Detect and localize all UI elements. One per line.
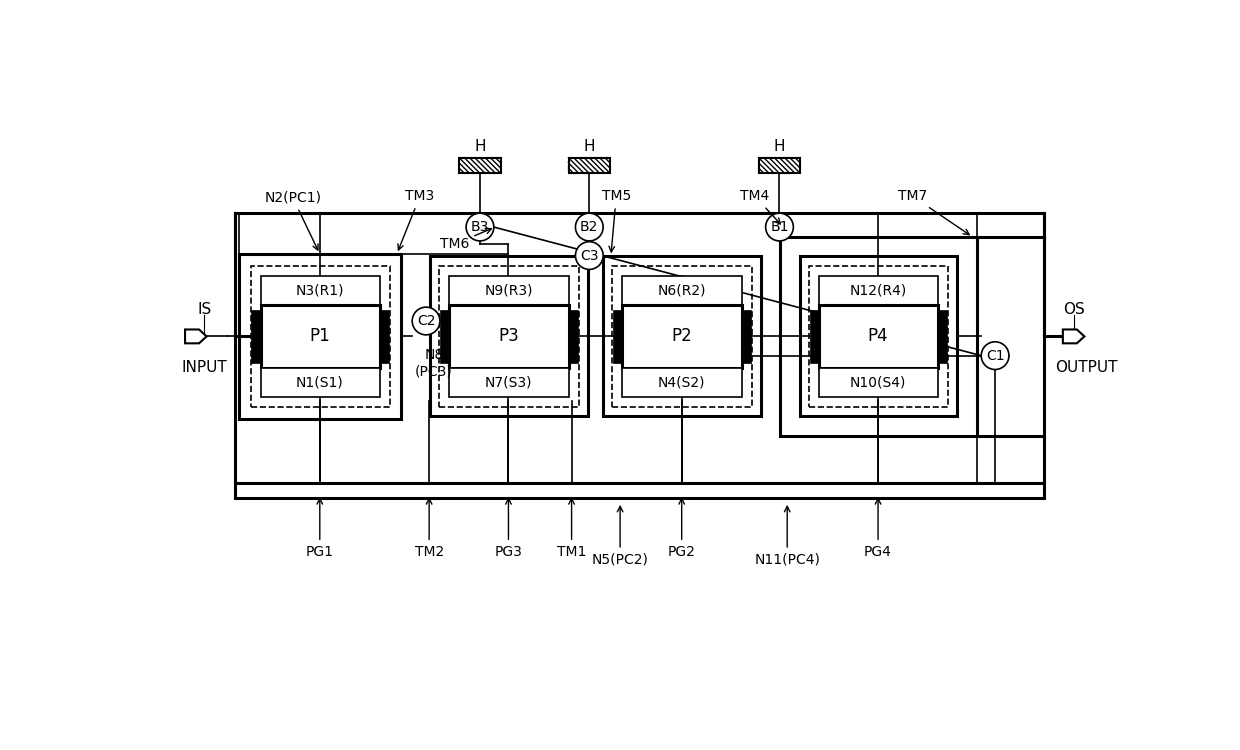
Bar bbox=[430, 256, 588, 416]
Bar bbox=[439, 266, 579, 407]
Text: C2: C2 bbox=[417, 314, 435, 328]
Circle shape bbox=[765, 213, 794, 241]
Bar bbox=[568, 158, 610, 173]
Text: B2: B2 bbox=[580, 220, 599, 234]
Bar bbox=[449, 368, 568, 398]
Text: P2: P2 bbox=[671, 328, 692, 346]
Text: TM5: TM5 bbox=[601, 189, 631, 252]
Circle shape bbox=[981, 342, 1009, 370]
Bar bbox=[379, 310, 389, 362]
Text: P1: P1 bbox=[310, 328, 330, 346]
Circle shape bbox=[466, 213, 494, 241]
Text: P4: P4 bbox=[868, 328, 888, 346]
Bar bbox=[250, 266, 389, 407]
Bar bbox=[449, 275, 568, 304]
Bar bbox=[818, 275, 939, 304]
Bar bbox=[818, 368, 939, 398]
Polygon shape bbox=[1063, 329, 1085, 344]
Text: INPUT: INPUT bbox=[181, 360, 227, 375]
Bar bbox=[440, 310, 449, 362]
Text: OUTPUT: OUTPUT bbox=[1055, 360, 1117, 375]
Text: TM1: TM1 bbox=[557, 499, 587, 559]
Text: P3: P3 bbox=[498, 328, 518, 346]
Bar bbox=[622, 275, 742, 304]
Text: TM7: TM7 bbox=[898, 189, 970, 235]
Bar bbox=[239, 254, 402, 419]
Text: PG2: PG2 bbox=[668, 499, 696, 559]
Text: N2(PC1): N2(PC1) bbox=[264, 190, 321, 250]
Bar bbox=[810, 310, 818, 362]
Text: N4(S2): N4(S2) bbox=[658, 376, 706, 389]
Text: TM3: TM3 bbox=[398, 189, 434, 250]
Text: B3: B3 bbox=[471, 220, 489, 234]
Text: N5(PC2): N5(PC2) bbox=[591, 506, 649, 567]
Text: N8
(PC3): N8 (PC3) bbox=[415, 348, 453, 379]
Text: C1: C1 bbox=[986, 349, 1004, 363]
Circle shape bbox=[575, 242, 603, 269]
Bar bbox=[800, 256, 957, 416]
Bar bbox=[260, 275, 379, 304]
Bar bbox=[759, 158, 800, 173]
Bar bbox=[780, 237, 977, 436]
Bar bbox=[939, 310, 947, 362]
Text: PG3: PG3 bbox=[495, 499, 522, 559]
Text: H: H bbox=[474, 139, 486, 154]
Text: N3(R1): N3(R1) bbox=[295, 284, 343, 297]
Circle shape bbox=[412, 308, 440, 334]
Polygon shape bbox=[185, 329, 207, 344]
Text: N6(R2): N6(R2) bbox=[657, 284, 706, 297]
Text: N7(S3): N7(S3) bbox=[485, 376, 532, 389]
Bar bbox=[622, 368, 742, 398]
Bar bbox=[252, 310, 260, 362]
Bar bbox=[236, 213, 1044, 498]
Text: IS: IS bbox=[197, 302, 212, 317]
Text: N9(R3): N9(R3) bbox=[484, 284, 533, 297]
Text: H: H bbox=[774, 139, 785, 154]
Text: TM2: TM2 bbox=[414, 499, 444, 559]
Bar bbox=[449, 304, 568, 368]
Bar bbox=[568, 310, 578, 362]
Text: PG4: PG4 bbox=[864, 499, 892, 559]
Text: B1: B1 bbox=[770, 220, 789, 234]
Text: N1(S1): N1(S1) bbox=[296, 376, 343, 389]
Text: TM6: TM6 bbox=[440, 228, 491, 251]
Bar bbox=[603, 256, 761, 416]
Bar bbox=[613, 266, 751, 407]
Bar bbox=[742, 310, 751, 362]
Text: N10(S4): N10(S4) bbox=[849, 376, 906, 389]
Circle shape bbox=[575, 213, 603, 241]
Bar bbox=[818, 304, 939, 368]
Bar bbox=[613, 310, 622, 362]
Bar bbox=[459, 158, 501, 173]
Text: TM4: TM4 bbox=[740, 189, 780, 224]
Text: C3: C3 bbox=[580, 248, 599, 262]
Bar bbox=[260, 368, 379, 398]
Text: PG1: PG1 bbox=[306, 499, 334, 559]
Text: OS: OS bbox=[1064, 302, 1085, 317]
Text: N11(PC4): N11(PC4) bbox=[754, 506, 820, 567]
Bar bbox=[622, 304, 742, 368]
Bar bbox=[808, 266, 949, 407]
Text: H: H bbox=[584, 139, 595, 154]
Text: N12(R4): N12(R4) bbox=[849, 284, 906, 297]
Bar bbox=[260, 304, 379, 368]
